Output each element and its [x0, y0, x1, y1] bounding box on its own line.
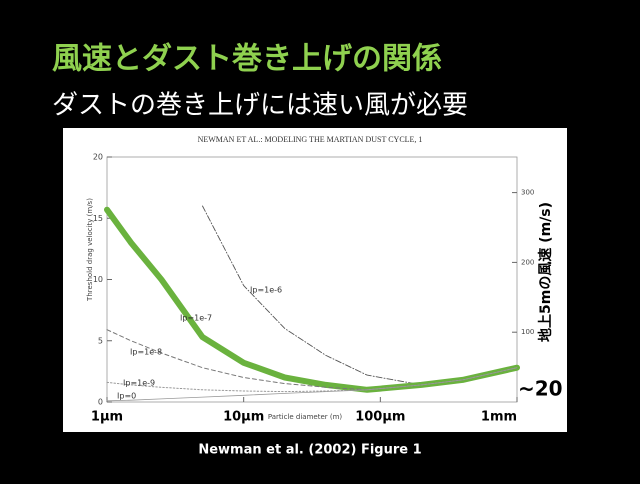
y-tick-label: 5 [98, 336, 103, 345]
y-tick-label: 10 [93, 275, 103, 284]
series-label: Ip=0 [117, 392, 136, 401]
slide-title: 風速とダスト巻き上げの関係 [52, 42, 442, 77]
y-axis-title: Threshold drag velocity (m/s) [86, 198, 94, 302]
x-tick-label-bg [88, 409, 126, 425]
x-tick-label: 10µm [223, 410, 264, 425]
series-label: Ip=1e-6 [250, 286, 282, 295]
y-tick-label: 0 [98, 398, 103, 407]
x-tick-label: 1µm [91, 410, 123, 425]
x-tick-label-bg [353, 409, 408, 425]
series-line [106, 367, 518, 402]
x-tick-label-bg [221, 409, 267, 425]
y2-tick-label: 200 [521, 258, 534, 266]
series-label: Ip=1e-9 [123, 379, 155, 388]
y-tick-label: 15 [93, 214, 103, 223]
y2-axis-title: 地上5mの風速 (m/s) [537, 202, 554, 342]
series-label: Ip=1e-8 [130, 348, 162, 357]
caption: Newman et al. (2002) Figure 1 [198, 443, 421, 458]
annotation: ~20 [518, 377, 563, 401]
x-tick-label: 1mm [481, 410, 517, 425]
slide-subtitle: ダストの巻き上げには速い風が必要 [52, 91, 468, 121]
y2-tick-label: 300 [521, 189, 534, 197]
x-tick-label: 100µm [355, 410, 405, 425]
y2-tick-label: 100 [521, 328, 534, 336]
series-label: Ip=1e-7 [180, 314, 212, 323]
x-axis-title: Particle diameter (m) [268, 413, 343, 421]
y-tick-label: 20 [93, 153, 103, 162]
x-tick-label-bg [478, 409, 520, 425]
chart-title: NEWMAN ET AL.: MODELING THE MARTIAN DUST… [198, 135, 423, 144]
